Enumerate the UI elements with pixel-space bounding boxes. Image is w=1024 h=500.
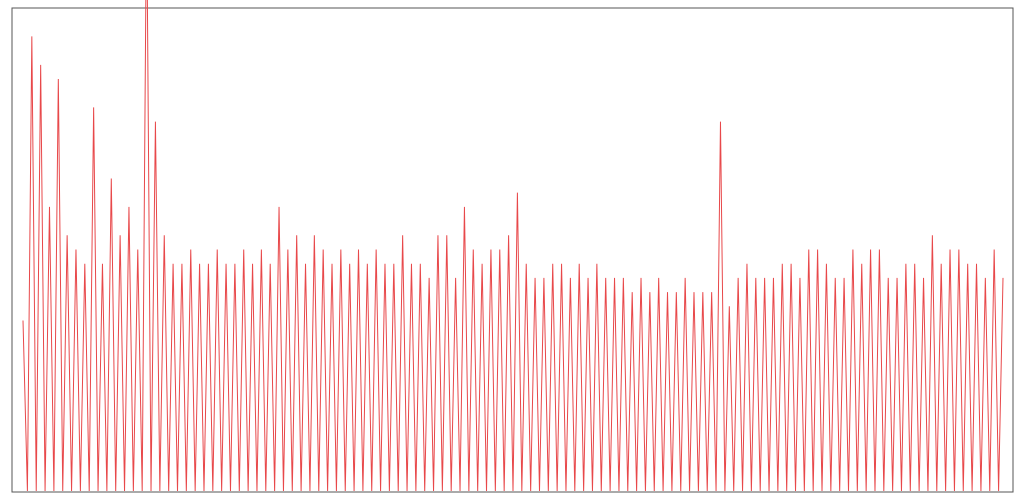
- plot-frame: [11, 7, 1014, 493]
- series-layer: [22, 0, 1004, 492]
- series-line-1: [22, 0, 1004, 492]
